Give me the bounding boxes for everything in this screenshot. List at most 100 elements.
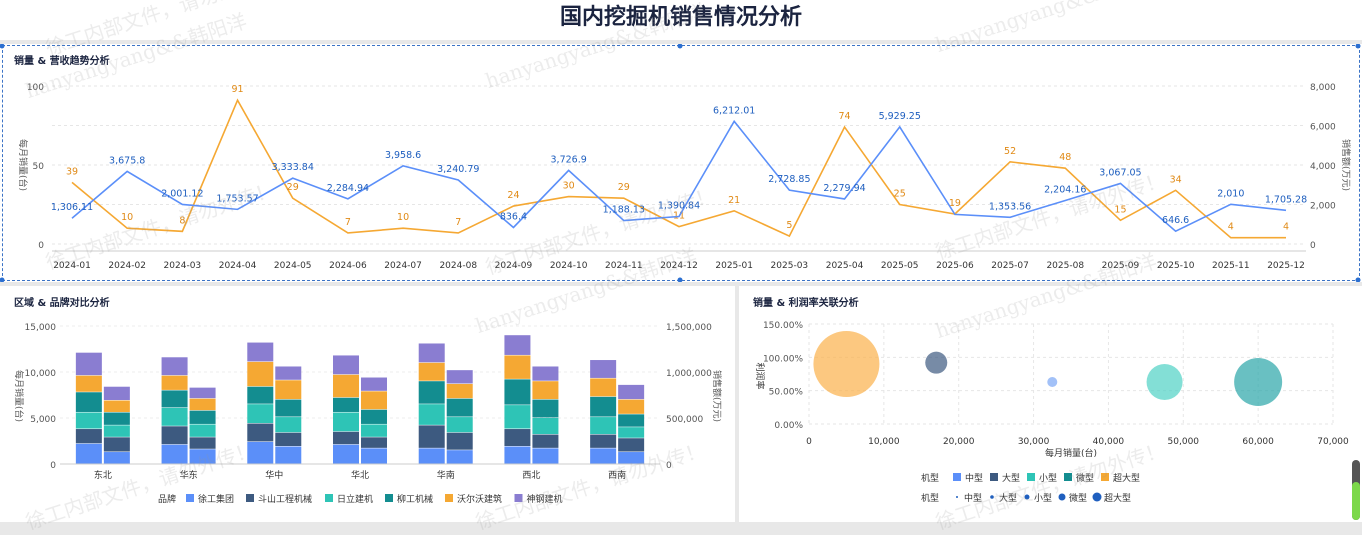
volume-data-label: 29 <box>287 182 299 193</box>
volume-bar-segment <box>504 405 531 429</box>
legend-label: 小型 <box>1034 493 1052 504</box>
revenue-bar-segment <box>275 366 302 380</box>
revenue-bar-segment <box>446 432 473 450</box>
volume-bar-segment <box>418 404 445 425</box>
x-axis-title: 每月销量(台) <box>1045 447 1097 459</box>
revenue-data-label: 3,726.9 <box>551 154 587 165</box>
y2-tick-label: 8,000 <box>1310 83 1336 93</box>
y-axis-title: 利润率 <box>754 362 766 389</box>
y-tick-label: 0.00% <box>774 421 803 431</box>
volume-bar-segment <box>75 443 102 464</box>
x-tick-label: 2024-12 <box>660 261 698 271</box>
volume-data-label: 19 <box>949 198 961 209</box>
volume-bar-segment <box>418 343 445 363</box>
legend-swatch <box>1064 473 1072 481</box>
revenue-data-label: 1,188.13 <box>603 205 645 216</box>
revenue-bar-segment <box>361 448 387 464</box>
x-tick-label: 2025-07 <box>991 261 1029 271</box>
revenue-data-label: 1,353.56 <box>989 201 1031 212</box>
x-tick-label: 2024-09 <box>495 261 533 271</box>
bubble <box>813 331 880 397</box>
y2-tick-label: 4,000 <box>1310 162 1336 172</box>
y-tick-label: 10,000 <box>25 369 57 379</box>
revenue-bar-segment <box>103 386 130 401</box>
revenue-bar-segment <box>361 377 387 391</box>
revenue-line <box>71 119 1287 233</box>
legend-swatch <box>990 495 994 499</box>
y2-tick-label: 0 <box>1310 241 1316 251</box>
volume-data-label: 7 <box>345 217 351 228</box>
y-axis-title: 每月销量(台) <box>17 139 29 191</box>
volume-bar-segment <box>161 407 188 426</box>
revenue-bar-segment <box>618 452 645 464</box>
revenue-bar-segment <box>103 412 130 425</box>
volume-bar-segment <box>75 352 102 376</box>
revenue-bar-segment <box>189 398 216 411</box>
bubble <box>1234 358 1283 406</box>
volume-bar-segment <box>75 429 102 444</box>
y-tick-label: 150.00% <box>763 321 803 331</box>
y-tick-label: 0 <box>38 241 44 251</box>
volume-bar-segment <box>504 446 531 464</box>
revenue-bar-segment <box>618 399 645 414</box>
volume-data-label: 39 <box>66 166 78 177</box>
x-tick-label: 西南 <box>608 469 626 481</box>
y-tick-label: 15,000 <box>25 323 57 333</box>
volume-bar-segment <box>247 361 274 387</box>
revenue-bar-segment <box>446 383 473 399</box>
volume-line <box>71 98 1286 239</box>
volume-data-label: 48 <box>1059 152 1071 163</box>
revenue-data-label: 3,958.6 <box>385 150 421 161</box>
x-tick-label: 2024-04 <box>219 261 257 271</box>
revenue-bar-segment <box>618 414 645 427</box>
volume-bar-segment <box>333 412 359 432</box>
volume-bar-segment <box>418 425 445 448</box>
revenue-bar-segment <box>446 450 473 464</box>
volume-bar-segment <box>590 396 617 417</box>
x-tick-label: 华北 <box>351 469 369 481</box>
revenue-data-label: 836.4 <box>500 211 527 222</box>
y2-tick-label: 0 <box>666 461 672 471</box>
x-tick-label: 2024-06 <box>329 261 367 271</box>
revenue-bar-segment <box>446 370 473 384</box>
volume-bar-segment <box>504 379 531 405</box>
legend-swatch <box>1027 473 1035 481</box>
y-tick-label: 100 <box>27 83 44 93</box>
volume-data-label: 52 <box>1004 146 1016 157</box>
scrollbar-thumb[interactable] <box>1352 482 1360 520</box>
legend-label: 微型 <box>1069 492 1087 504</box>
trend-panel[interactable]: 销量 & 营收趋势分析 0 2,000 4,000 6,000 8,000 0 50 100 每… <box>0 44 1362 282</box>
revenue-data-label: 2,284.94 <box>327 183 369 194</box>
volume-bar-segment <box>418 362 445 381</box>
legend-swatch <box>990 473 998 481</box>
x-tick-label: 40,000 <box>1093 437 1125 447</box>
x-tick-label: 70,000 <box>1317 437 1349 447</box>
revenue-bar-segment <box>275 446 302 464</box>
x-tick-label: 2025-04 <box>826 261 864 271</box>
volume-data-label: 10 <box>397 212 409 223</box>
volume-data-label: 29 <box>618 182 630 193</box>
bubble-chart: 0.00% 50.00% 100.00% 150.00% 0 10,000 20,000 30… <box>754 321 1349 504</box>
resize-handle <box>1355 277 1361 282</box>
volume-bar-segment <box>590 378 617 397</box>
legend-label: 沃尔沃建筑 <box>457 493 502 505</box>
bubble-panel[interactable]: 销量 & 利润率关联分析 0.00% 50.00% 100.00% 150.00% 0 1… <box>739 286 1362 522</box>
revenue-bar-segment <box>275 432 302 447</box>
revenue-data-label: 3,675.8 <box>109 155 145 166</box>
volume-bar-segment <box>333 444 359 464</box>
x-tick-label: 60,000 <box>1242 437 1274 447</box>
revenue-data-label: 1,306.11 <box>51 202 93 213</box>
legend-label: 中型 <box>965 472 983 484</box>
legend-title: 机型 <box>921 472 939 484</box>
revenue-bar-segment <box>361 437 387 448</box>
volume-bar-segment <box>75 375 102 392</box>
volume-data-label: 91 <box>231 84 243 95</box>
volume-bar-segment <box>590 417 617 435</box>
x-tick-label: 华南 <box>437 469 455 481</box>
revenue-bar-segment <box>189 410 216 424</box>
volume-data-label: 4 <box>1283 222 1289 233</box>
volume-data-label: 7 <box>455 217 461 228</box>
revenue-bar-segment <box>532 448 559 464</box>
region-panel[interactable]: 区域 & 品牌对比分析 0 5,000 10,000 15,000 0 500,000 1,… <box>0 286 735 522</box>
revenue-bar-segment <box>103 400 130 412</box>
